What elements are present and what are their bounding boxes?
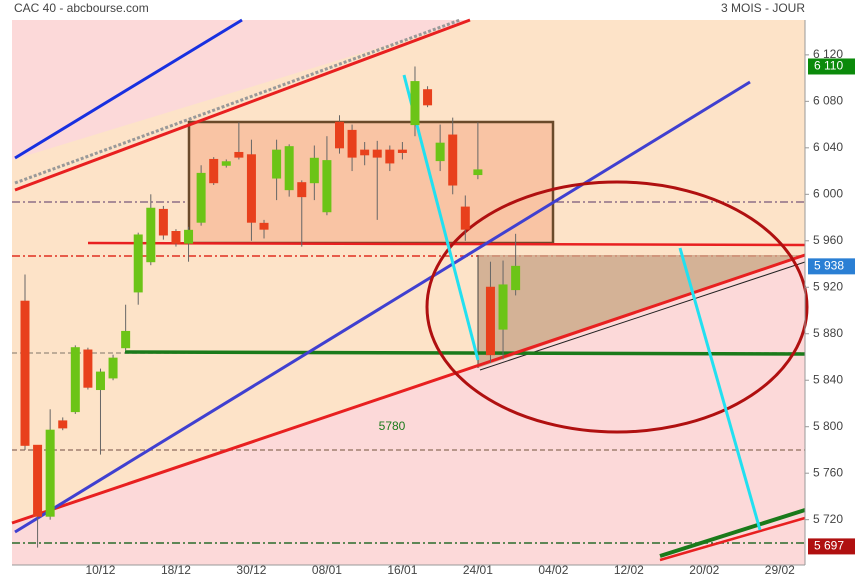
highlight-ellipse	[425, 180, 809, 434]
y-tick-label: 5 880	[813, 326, 843, 340]
candle-body	[209, 158, 219, 184]
candle-body	[33, 444, 43, 517]
price-tag-label: 6 110	[814, 59, 843, 73]
candle-body	[284, 146, 294, 191]
x-tick-label: 04/02	[538, 563, 568, 577]
candle-body	[397, 149, 407, 153]
price-tag	[808, 58, 855, 75]
candle-body	[95, 371, 105, 391]
candle-body	[485, 286, 495, 356]
x-tick-label: 30/12	[236, 563, 266, 577]
x-tick-label: 16/01	[387, 563, 417, 577]
y-tick-label: 5 760	[813, 465, 843, 479]
candle-body	[108, 357, 118, 379]
y-tick-label: 5 800	[813, 419, 843, 433]
candle-body	[385, 149, 395, 164]
trend-line	[14, 80, 751, 534]
trend-line	[11, 253, 806, 525]
candle-body	[20, 300, 30, 446]
cyan-line	[678, 247, 762, 531]
x-tick-label: 20/02	[689, 563, 719, 577]
candle-body	[410, 81, 420, 126]
candle-body	[423, 89, 433, 106]
candle-body	[473, 169, 483, 176]
candle-body	[158, 208, 168, 236]
candle-body	[460, 206, 470, 230]
x-tick-label: 24/01	[463, 563, 493, 577]
candle-body	[133, 234, 143, 293]
candle-body	[45, 429, 55, 517]
candle-body	[171, 230, 181, 244]
candle-body	[448, 134, 458, 186]
trend-line	[659, 508, 806, 558]
candle-body	[184, 229, 194, 244]
x-tick-label: 12/02	[614, 563, 644, 577]
y-tick-label: 6 040	[813, 140, 843, 154]
candle-body	[297, 182, 307, 198]
candle-body	[309, 157, 319, 184]
price-tag	[808, 538, 855, 555]
candle-body	[272, 149, 282, 179]
candle-body	[234, 151, 244, 158]
trend-line	[14, 18, 243, 160]
price-tag-label: 5 938	[814, 259, 844, 273]
trend-line	[659, 516, 806, 562]
candle-body	[83, 349, 93, 388]
candle-body	[196, 172, 206, 223]
y-tick-label: 5 920	[813, 279, 843, 293]
x-tick-label: 10/12	[85, 563, 115, 577]
x-tick-label: 18/12	[161, 563, 191, 577]
y-tick-label: 5 960	[813, 233, 843, 247]
support-line	[124, 350, 806, 356]
trend-line	[14, 18, 461, 185]
candle-body	[246, 154, 256, 223]
candle-body	[121, 330, 131, 349]
candle-body	[259, 222, 269, 230]
y-tick-label: 5 840	[813, 372, 843, 386]
candle-body	[70, 347, 80, 413]
candle-body	[360, 149, 370, 156]
range-box	[187, 120, 555, 245]
y-tick-label: 6 080	[813, 94, 843, 108]
period: 3 MOIS - JOUR	[721, 1, 805, 15]
candle-body	[221, 161, 231, 166]
candle-body	[347, 129, 357, 158]
candle-body	[335, 121, 344, 149]
price-tag-label: 5 697	[814, 539, 844, 553]
y-tick-label: 6 120	[813, 47, 843, 61]
y-tick-label: 6 000	[813, 186, 843, 200]
candle-body	[58, 420, 68, 429]
x-tick-label: 08/01	[312, 563, 342, 577]
annotation: 5780	[379, 419, 406, 433]
candle-body	[146, 207, 156, 263]
price-tag	[808, 258, 855, 275]
candle-body	[322, 160, 332, 213]
candle-body	[511, 265, 521, 291]
candle-body	[435, 142, 445, 162]
x-tick-label: 29/02	[765, 563, 795, 577]
y-tick-label: 5 720	[813, 512, 843, 526]
chart-title: CAC 40 - abcbourse.com	[14, 1, 149, 15]
candle-body	[372, 149, 382, 158]
trend-line	[14, 18, 471, 192]
candle-body	[498, 284, 508, 330]
